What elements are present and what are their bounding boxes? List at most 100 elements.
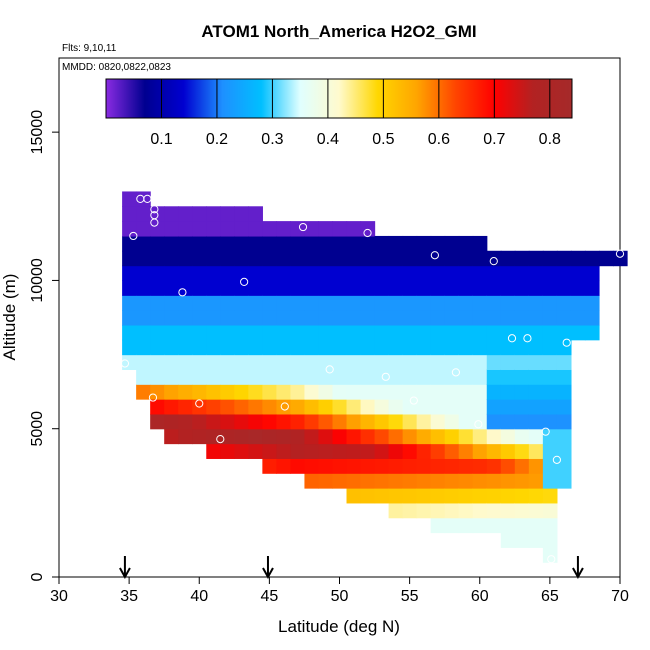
heatmap-cell xyxy=(346,488,362,504)
heatmap-cell xyxy=(248,413,263,430)
heatmap-cell xyxy=(206,443,221,459)
heatmap-cell xyxy=(528,369,544,385)
heatmap-cell xyxy=(346,354,362,370)
heatmap-cell xyxy=(374,324,390,341)
heatmap-cell xyxy=(430,295,446,311)
heatmap-cell xyxy=(542,547,558,563)
heatmap-cell xyxy=(136,295,151,311)
heatmap-cell xyxy=(570,295,586,311)
heatmap-cell xyxy=(570,310,586,326)
heatmap-cell xyxy=(304,384,320,400)
heatmap-cell xyxy=(500,369,516,385)
heatmap-cell xyxy=(528,517,544,534)
heatmap-cell xyxy=(248,339,263,356)
flight-track-point xyxy=(143,194,152,203)
heatmap-cell xyxy=(388,310,404,326)
heatmap-cell xyxy=(416,443,432,459)
heatmap-cell xyxy=(206,413,221,430)
heatmap-cell xyxy=(220,339,235,356)
heatmap-cell xyxy=(360,488,376,504)
heatmap-cell xyxy=(542,384,558,400)
heatmap-cell xyxy=(178,265,193,282)
heatmap-cell xyxy=(584,265,600,282)
heatmap-cell xyxy=(262,384,277,400)
heatmap-cell xyxy=(304,399,320,415)
heatmap-cell xyxy=(234,310,249,326)
heatmap-cell xyxy=(150,354,165,370)
heatmap-cell xyxy=(444,399,460,415)
heatmap-cell xyxy=(290,458,306,474)
x-axis-label: Latitude (deg N) xyxy=(278,617,400,636)
heatmap-cell xyxy=(318,473,334,489)
heatmap-cell xyxy=(220,384,235,400)
heatmap-cell xyxy=(276,354,292,370)
heatmap-cell xyxy=(136,235,151,252)
heatmap-cell xyxy=(556,339,572,356)
y-tick-label: 5000 xyxy=(29,411,46,447)
heatmap-cell xyxy=(150,339,165,356)
heatmap-cell xyxy=(220,295,235,311)
heatmap-cell xyxy=(248,354,263,370)
heatmap-cell xyxy=(122,324,137,341)
heatmap-cell xyxy=(262,339,277,356)
heatmap-cell xyxy=(234,369,249,385)
heatmap-cell xyxy=(192,295,207,311)
heatmap-cell xyxy=(514,310,530,326)
colorbar-tick-label: 0.8 xyxy=(539,131,561,148)
heatmap-cell xyxy=(206,339,221,356)
heatmap-cell xyxy=(290,250,306,267)
heatmap-cell xyxy=(332,473,348,489)
heatmap-cell xyxy=(402,354,418,370)
heatmap-cell xyxy=(444,458,460,474)
heatmap-cell xyxy=(192,221,207,237)
heatmap-cell xyxy=(500,502,516,519)
heatmap-cell xyxy=(318,339,334,356)
heatmap-cell xyxy=(486,339,502,356)
heatmap-cell xyxy=(528,413,544,430)
heatmap-cell xyxy=(444,250,460,267)
heatmap-cell xyxy=(178,339,193,356)
heatmap-cell xyxy=(430,517,446,534)
heatmap-cell xyxy=(444,443,460,459)
colorbar-tick-label: 0.4 xyxy=(317,131,339,148)
heatmap-cell xyxy=(528,354,544,370)
heatmap-cell xyxy=(402,458,418,474)
heatmap-cell xyxy=(472,428,488,445)
heatmap-cell xyxy=(388,369,404,385)
heatmap-cell xyxy=(360,384,376,400)
heatmap-cell xyxy=(570,265,586,282)
heatmap-cell xyxy=(290,280,306,296)
heatmap-cell xyxy=(220,324,235,341)
heatmap-cell xyxy=(122,339,137,356)
heatmap-cell xyxy=(416,339,432,356)
heatmap-cell xyxy=(556,324,572,341)
heatmap-cell xyxy=(444,280,460,296)
heatmap-cell xyxy=(430,280,446,296)
heatmap-cell xyxy=(542,354,558,370)
x-tick-label: 45 xyxy=(260,588,278,605)
heatmap-cell xyxy=(122,191,137,207)
heatmap-cell xyxy=(416,488,432,504)
colorbar-tick-label: 0.2 xyxy=(206,131,228,148)
heatmap-cell xyxy=(248,443,263,459)
heatmap-cell xyxy=(136,206,151,222)
heatmap-cell xyxy=(570,324,586,341)
heatmap-cell xyxy=(542,324,558,341)
heatmap-cell xyxy=(290,221,306,237)
heatmap-cell xyxy=(346,339,362,356)
heatmap-cell xyxy=(332,428,348,445)
heatmap-cell xyxy=(374,384,390,400)
heatmap-cell xyxy=(430,384,446,400)
heatmap-cell xyxy=(192,428,207,445)
heatmap-cell xyxy=(472,384,488,400)
colorbar-ticks: 0.1 0.2 0.3 0.4 0.5 0.6 0.7 0.8 xyxy=(150,79,561,148)
heatmap-cell xyxy=(514,250,530,267)
heatmap-cell xyxy=(192,339,207,356)
heatmap-cell xyxy=(584,250,600,267)
heatmap-cell xyxy=(472,310,488,326)
heatmap-cell xyxy=(402,488,418,504)
heatmap-cell xyxy=(276,295,292,311)
heatmap-cell xyxy=(304,369,320,385)
heatmap-cell xyxy=(178,250,193,267)
heatmap-cell xyxy=(346,265,362,282)
